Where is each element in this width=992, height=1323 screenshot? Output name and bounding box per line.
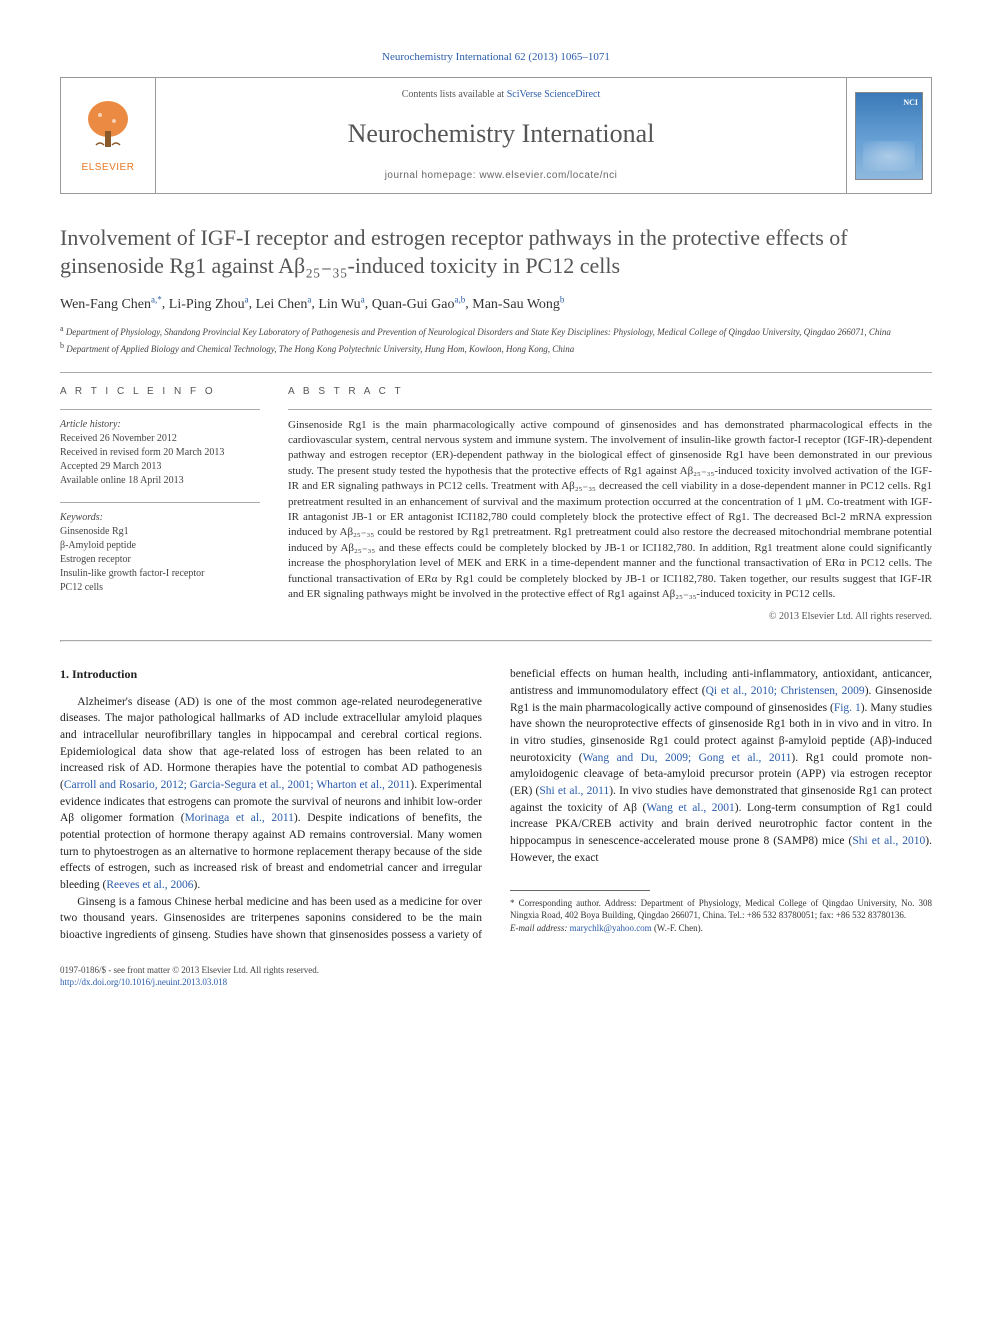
keyword: Ginsenoside Rg1 [60,525,260,539]
journal-header: ELSEVIER Contents lists available at Sci… [60,77,932,193]
info-abstract-row: A R T I C L E I N F O Article history: R… [60,385,932,625]
publisher-name: ELSEVIER [82,161,135,175]
abstract-text: Ginsenoside Rg1 is the main pharmacologi… [288,418,932,603]
author: Quan-Gui Gaoa,b [372,297,466,312]
author: Wen-Fang Chena,* [60,297,162,312]
history-label: Article history: [60,418,260,432]
author: Lei Chena [256,297,312,312]
section-heading: 1. Introduction [60,666,482,683]
abstract-column: A B S T R A C T Ginsenoside Rg1 is the m… [288,385,932,625]
journal-cover-thumbnail [855,92,923,180]
sciencedirect-link[interactable]: SciVerse ScienceDirect [507,89,601,100]
history-item: Available online 18 April 2013 [60,474,260,488]
homepage-prefix: journal homepage: [385,170,480,181]
author: Li-Ping Zhoua [169,297,249,312]
history-item: Received 26 November 2012 [60,432,260,446]
article-title: Involvement of IGF-I receptor and estrog… [60,224,932,281]
homepage-line: journal homepage: www.elsevier.com/locat… [164,169,838,183]
header-center: Contents lists available at SciVerse Sci… [156,78,846,192]
journal-cover-cell [846,78,931,192]
citation-ref[interactable]: Morinaga et al., 2011 [185,812,294,824]
author-list: Wen-Fang Chena,*, Li-Ping Zhoua, Lei Che… [60,293,932,314]
email-label: E-mail address: [510,923,570,933]
article-info-heading: A R T I C L E I N F O [60,385,260,399]
email-link[interactable]: marychlk@yahoo.com [570,923,652,933]
citation-ref[interactable]: Shi et al., 2011 [539,785,609,797]
abstract-heading: A B S T R A C T [288,385,932,399]
keyword: Insulin-like growth factor-I receptor [60,567,260,581]
citation-ref[interactable]: Wang et al., 2001 [646,802,734,814]
citation-ref[interactable]: Wang and Du, 2009; Gong et al., 2011 [583,752,792,764]
keywords-label: Keywords: [60,511,260,525]
affiliation: a Department of Physiology, Shandong Pro… [60,324,932,339]
abstract-copyright: © 2013 Elsevier Ltd. All rights reserved… [288,610,932,624]
history-item: Received in revised form 20 March 2013 [60,446,260,460]
doi-link[interactable]: http://dx.doi.org/10.1016/j.neuint.2013.… [60,977,227,987]
article-info-column: A R T I C L E I N F O Article history: R… [60,385,260,625]
journal-name: Neurochemistry International [164,116,838,152]
citation-ref[interactable]: Qi et al., 2010; Christensen, 2009 [706,685,865,697]
affiliation: b Department of Applied Biology and Chem… [60,341,932,356]
citation-ref[interactable]: Reeves et al., 2006 [106,879,193,891]
author: Man-Sau Wongb [472,297,564,312]
footnote-divider [510,890,650,891]
homepage-url[interactable]: www.elsevier.com/locate/nci [479,170,617,181]
citation-ref[interactable]: Shi et al., 2010 [852,835,925,847]
author: Lin Wua [318,297,364,312]
citation-line: Neurochemistry International 62 (2013) 1… [60,50,932,65]
contents-prefix: Contents lists available at [402,89,507,100]
corresponding-author-footnote: * Corresponding author. Address: Departm… [510,897,932,933]
citation-ref[interactable]: Carroll and Rosario, 2012; Garcia-Segura… [64,779,411,791]
history-item: Accepted 29 March 2013 [60,460,260,474]
divider [60,372,932,373]
figure-ref[interactable]: Fig. 1 [834,702,861,714]
elsevier-tree-icon [78,97,138,157]
keyword: PC12 cells [60,581,260,595]
contents-available-line: Contents lists available at SciVerse Sci… [164,88,838,102]
divider [60,640,932,642]
publisher-logo-cell: ELSEVIER [61,78,156,192]
footnote-marker: * Corresponding author. [510,898,605,908]
issn-line: 0197-0186/$ - see front matter © 2013 El… [60,964,932,977]
keywords-block: Keywords: Ginsenoside Rg1 β-Amyloid pept… [60,511,260,595]
keyword: Estrogen receptor [60,553,260,567]
body-paragraph: Alzheimer's disease (AD) is one of the m… [60,694,482,894]
article-history: Article history: Received 26 November 20… [60,418,260,488]
page-footer: 0197-0186/$ - see front matter © 2013 El… [60,964,932,989]
body-two-column: 1. Introduction Alzheimer's disease (AD)… [60,666,932,943]
keyword: β-Amyloid peptide [60,539,260,553]
